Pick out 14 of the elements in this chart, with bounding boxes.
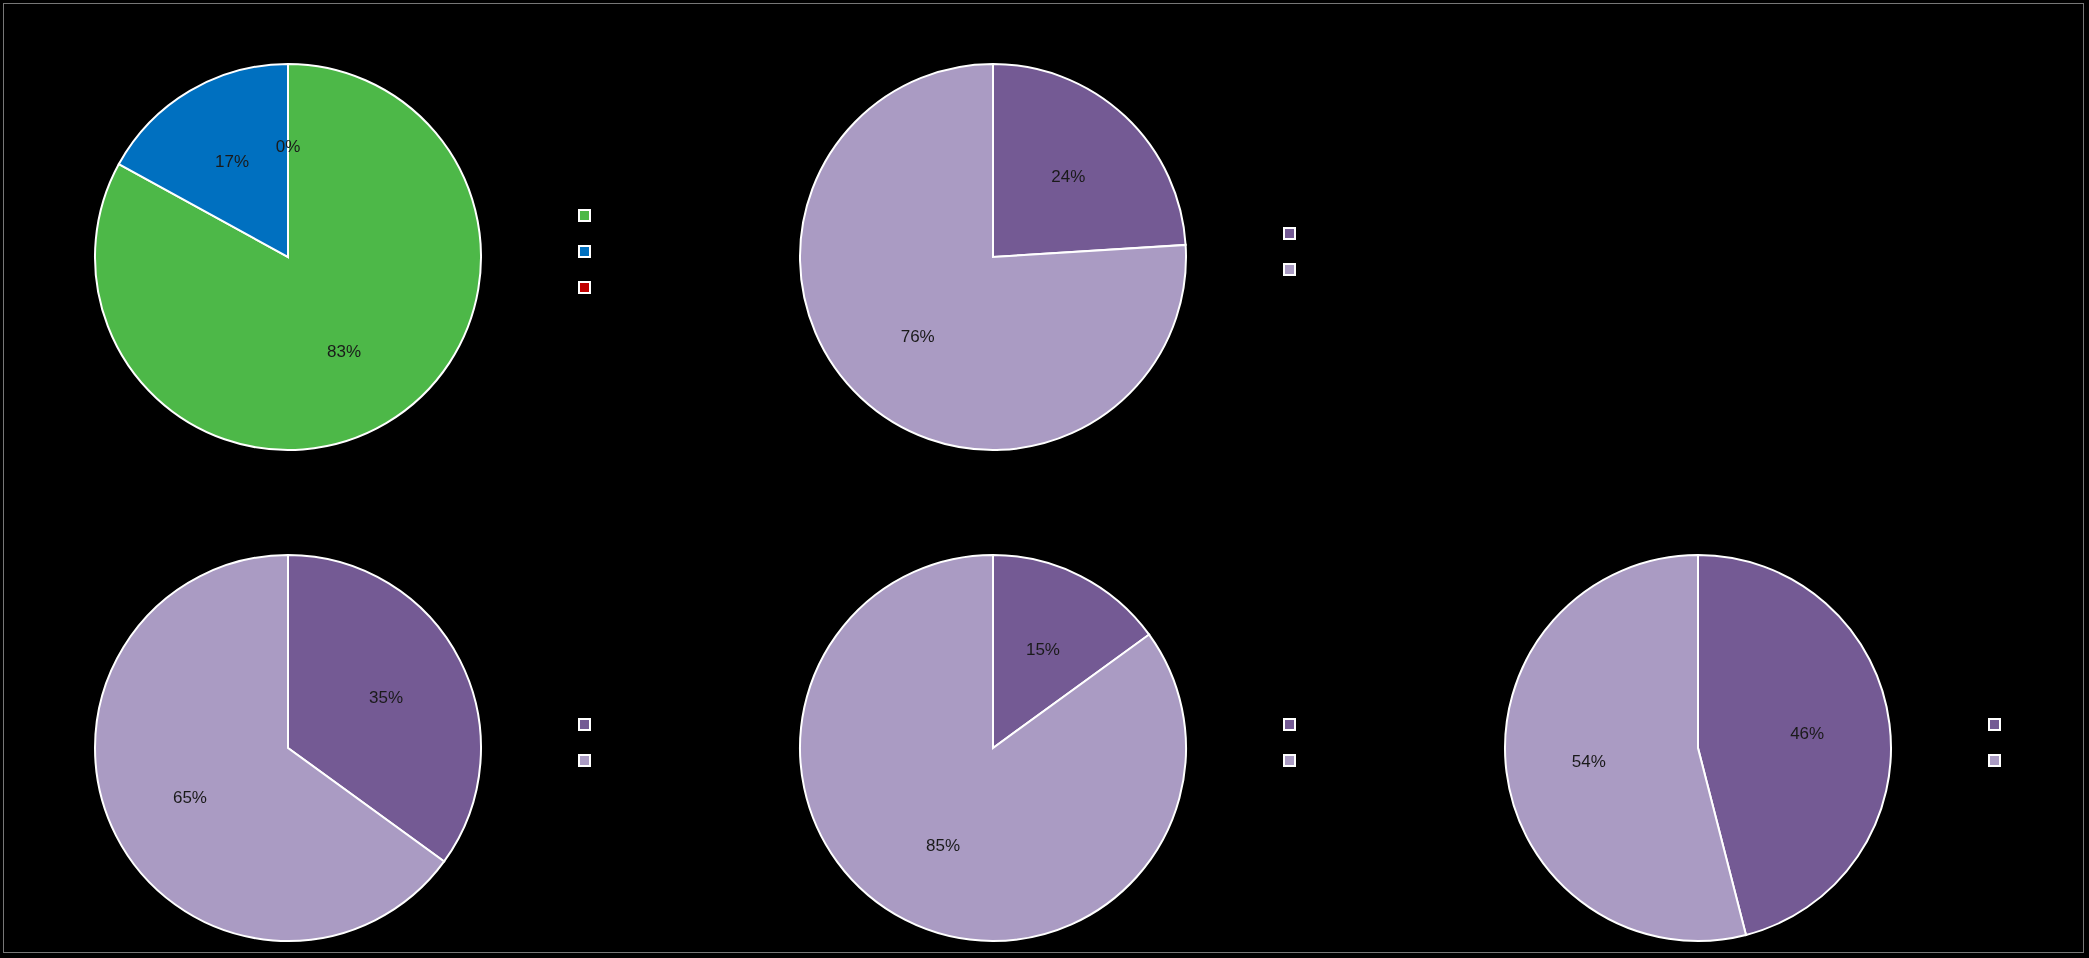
data-label: 46% [1790,724,1825,744]
pie-slice [94,63,482,451]
data-label: 83% [326,341,362,361]
data-label: 54% [1571,751,1606,771]
data-label: 15% [1025,639,1060,659]
data-label: 17% [214,152,250,172]
pie-slice [799,554,1187,942]
data-label: 76% [900,327,935,347]
data-label: 24% [1051,166,1086,186]
data-label: 35% [369,688,404,708]
data-label: 85% [926,836,961,856]
data-label: 65% [172,787,207,807]
pie-slice [799,63,1187,451]
text: 0% [275,136,301,156]
